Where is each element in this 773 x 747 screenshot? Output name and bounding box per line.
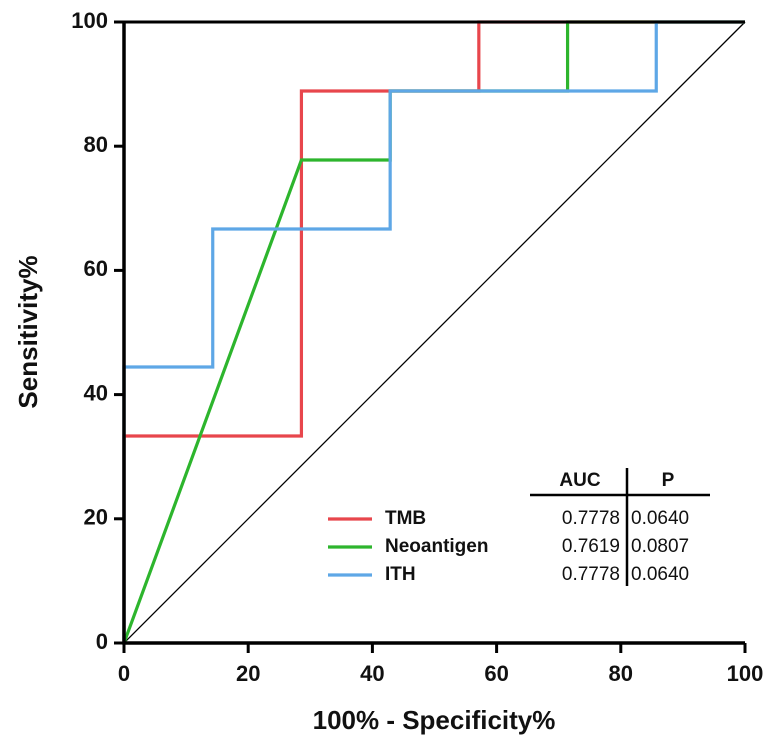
table-cell: 0.0640 bbox=[631, 508, 689, 529]
legend-label: ITH bbox=[385, 564, 416, 585]
y-tick-label: 60 bbox=[84, 256, 108, 281]
x-tick-label: 40 bbox=[360, 661, 384, 686]
table-header: P bbox=[662, 470, 675, 491]
x-tick-label: 100 bbox=[727, 661, 764, 686]
y-tick-label: 0 bbox=[96, 629, 108, 654]
y-tick-label: 40 bbox=[84, 380, 108, 405]
x-tick-label: 20 bbox=[236, 661, 260, 686]
table-cell: 0.7778 bbox=[562, 508, 620, 529]
table-cell: 0.0807 bbox=[631, 536, 689, 557]
legend-label: Neoantigen bbox=[385, 536, 488, 557]
roc-line bbox=[122, 20, 745, 643]
y-tick-label: 100 bbox=[71, 8, 108, 33]
y-tick-label: 80 bbox=[84, 132, 108, 157]
y-tick-label: 20 bbox=[84, 505, 108, 530]
table-header: AUC bbox=[559, 470, 600, 491]
x-tick-label: 0 bbox=[118, 661, 130, 686]
legend-label: TMB bbox=[385, 508, 426, 529]
y-axis-title: Sensitivity% bbox=[13, 255, 43, 408]
table-cell: 0.7619 bbox=[562, 536, 620, 557]
table-cell: 0.7778 bbox=[562, 564, 620, 585]
table-cell: 0.0640 bbox=[631, 564, 689, 585]
x-tick-label: 60 bbox=[484, 661, 508, 686]
x-tick-label: 80 bbox=[609, 661, 633, 686]
x-axis-title: 100% - Specificity% bbox=[313, 705, 556, 735]
reference-line bbox=[123, 21, 746, 644]
